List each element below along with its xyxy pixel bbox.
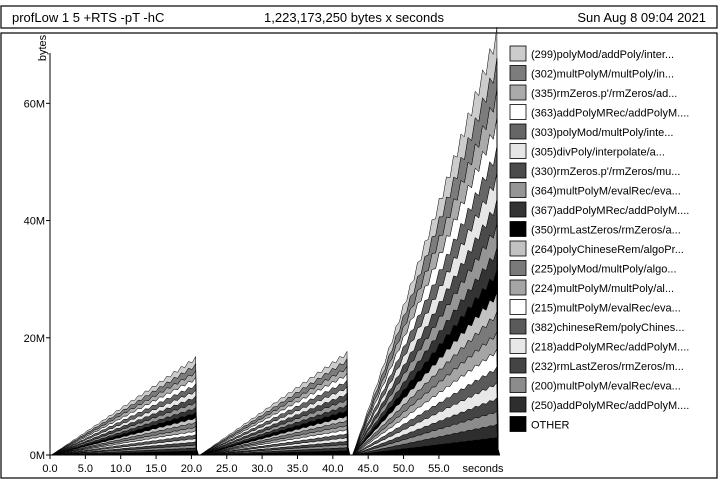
legend-swatch <box>509 279 527 296</box>
program-title: profLow 1 5 +RTS -pT -hC <box>12 10 164 25</box>
legend-label: (363)addPolyMRec/addPolyM.... <box>531 108 689 120</box>
legend-swatch <box>509 299 527 315</box>
legend-label: (305)divPoly/interpolate/a... <box>531 147 665 159</box>
x-tick-label: 0.0 <box>42 463 57 475</box>
run-date: Sun Aug 8 09:04 2021 <box>577 10 706 25</box>
axes: 0.0 5.0 10.0 15.0 20.0 25.0 30.0 35.0 40.0 45.0 50… <box>24 53 504 475</box>
legend-swatch <box>509 162 527 179</box>
y-tick-label: 40M <box>24 216 45 228</box>
x-tick-label: 55.0 <box>428 463 449 475</box>
legend-label: (364)multPolyM/evalRec/eva... <box>531 186 681 198</box>
legend-label: (367)addPolyMRec/addPolyM.... <box>531 205 689 217</box>
x-tick-label: 15.0 <box>145 463 166 475</box>
legend-swatch <box>509 182 527 198</box>
legend-label: (200)multPolyM/evalRec/eva... <box>531 381 681 393</box>
legend-swatch <box>509 260 527 276</box>
x-tick-label: 10.0 <box>110 463 131 475</box>
legend-label: OTHER <box>531 420 570 432</box>
legend-swatch <box>509 143 527 159</box>
header-box <box>0 5 718 29</box>
legend-swatch <box>509 338 527 354</box>
legend-swatch <box>509 357 527 374</box>
legend-swatch <box>509 377 527 393</box>
series-band-2-19 <box>352 27 500 456</box>
legend-swatch <box>509 221 527 237</box>
area-stack <box>51 27 500 456</box>
legend-label: (224)multPolyM/multPoly/al... <box>531 283 674 295</box>
legend-label: (335)rmZeros.p'/rmZeros/ad... <box>531 88 677 100</box>
legend-swatch <box>509 104 527 120</box>
legend-label: (382)chineseRem/polyChines... <box>531 322 684 334</box>
y-axis-label: bytes <box>37 34 49 61</box>
legend-swatch <box>509 84 527 101</box>
legend-label: (302)multPolyM/multPoly/in... <box>531 69 674 81</box>
legend-swatch <box>509 45 527 62</box>
legend-swatch <box>509 318 527 335</box>
legend-label: (330)rmZeros.p'/rmZeros/mu... <box>531 166 680 178</box>
x-tick-label: 35.0 <box>287 463 308 475</box>
legend-swatch <box>509 201 527 218</box>
x-tick-label: 40.0 <box>322 463 343 475</box>
legend-label: (299)polyMod/addPoly/inter... <box>531 49 674 61</box>
x-tick-label: 20.0 <box>181 463 202 475</box>
legend-label: (350)rmLastZeros/rmZeros/a... <box>531 225 681 237</box>
legend-label: (303)polyMod/multPoly/inte... <box>531 127 673 139</box>
legend-swatch <box>509 416 527 432</box>
legend-label: (250)addPolyMRec/addPolyM.... <box>531 400 689 412</box>
y-tick-label: 60M <box>24 98 45 110</box>
legend-label: (218)addPolyMRec/addPolyM.... <box>531 342 689 354</box>
legend-label: (225)polyMod/multPoly/algo... <box>531 264 677 276</box>
legend-label: (215)multPolyM/evalRec/eva... <box>531 303 681 315</box>
legend-swatch <box>509 65 527 81</box>
total-bytes-seconds: 1,223,173,250 bytes x seconds <box>264 10 444 25</box>
legend-swatch <box>509 123 527 140</box>
x-tick-label: 45.0 <box>357 463 378 475</box>
x-tick-label: 50.0 <box>393 463 414 475</box>
y-tick-label: 0M <box>30 450 45 462</box>
x-tick-label: 5.0 <box>78 463 93 475</box>
legend-label: (232)rmLastZeros/rmZeros/m... <box>531 361 684 373</box>
legend-swatch <box>509 396 527 413</box>
legend-swatch <box>509 240 527 257</box>
legend: (299)polyMod/addPoly/inter... (302)multPo… <box>509 45 689 432</box>
legend-label: (264)polyChineseRem/algoPr... <box>531 244 684 256</box>
main-frame <box>0 32 718 479</box>
x-tick-label: 25.0 <box>216 463 237 475</box>
x-tick-label: 30.0 <box>251 463 272 475</box>
y-tick-label: 20M <box>24 333 45 345</box>
x-axis-label: seconds <box>463 463 504 475</box>
